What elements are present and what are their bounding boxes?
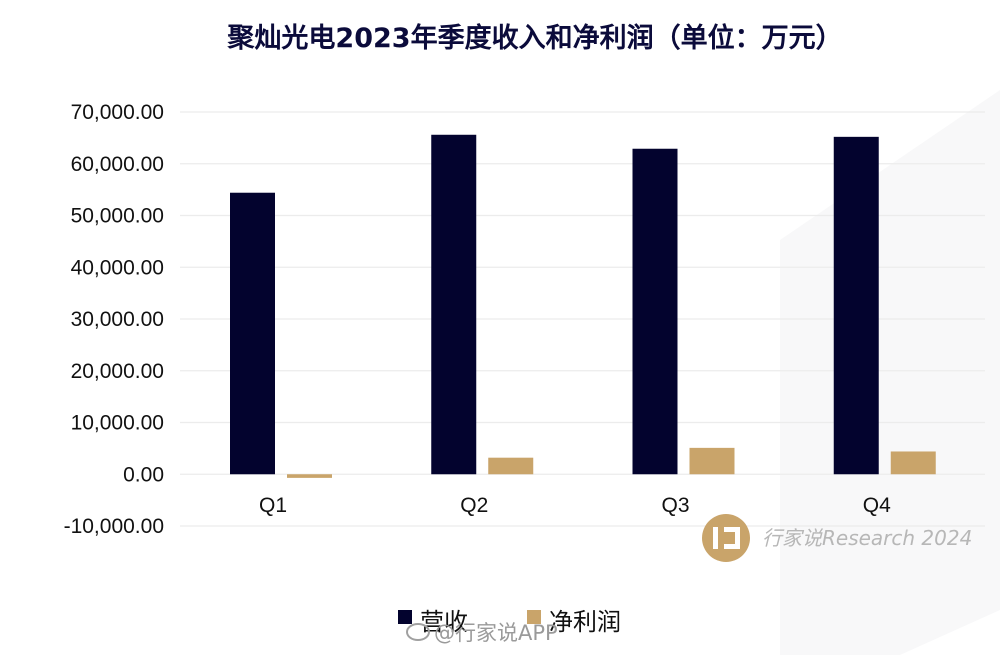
bar-net-profit-q3 [689, 447, 735, 475]
x-tick-label: Q3 [661, 494, 689, 517]
weibo-icon [406, 623, 430, 641]
x-tick-label: Q1 [259, 494, 287, 517]
y-tick-label: 30,000.00 [71, 308, 164, 331]
y-tick-label: 50,000.00 [71, 205, 164, 228]
y-tick-label: 60,000.00 [71, 153, 164, 176]
y-tick-label: 10,000.00 [71, 412, 164, 435]
bar-revenue-q4 [833, 136, 879, 475]
legend: 营收 净利润 [398, 608, 621, 636]
chart-title: 聚灿光电2023年季度收入和净利润（单位：万元） [226, 22, 842, 54]
bars [230, 134, 936, 478]
weibo-watermark: @行家说APP [406, 621, 558, 645]
ixiang-logo-mark-left [713, 527, 718, 549]
bar-revenue-q1 [230, 192, 275, 475]
legend-label-net-profit: 净利润 [549, 608, 621, 636]
x-tick-label: Q4 [863, 494, 891, 517]
bar-net-profit-q4 [890, 451, 936, 475]
y-tick-label: 40,000.00 [71, 256, 164, 279]
brand-watermark-text: 行家说Research 2024 [762, 526, 972, 550]
brand-watermark: 行家说Research 2024 [702, 514, 972, 562]
x-tick-label: Q2 [460, 494, 488, 517]
x-axis: Q1 Q2 Q3 Q4 [259, 494, 891, 517]
y-tick-label: 20,000.00 [71, 360, 164, 383]
legend-swatch-net-profit [527, 610, 541, 624]
background-decoration [780, 90, 1000, 655]
weibo-watermark-text: @行家说APP [434, 621, 558, 645]
bar-net-profit-q1 [287, 474, 332, 478]
y-tick-label: 70,000.00 [71, 101, 164, 124]
bar-revenue-q2 [431, 134, 477, 475]
bar-net-profit-q2 [488, 457, 534, 475]
y-axis: -10,000.00 0.00 10,000.00 20,000.00 30,000.0… [64, 101, 164, 538]
bar-revenue-q3 [632, 148, 678, 475]
y-tick-label: -10,000.00 [64, 515, 164, 538]
legend-swatch-revenue [398, 610, 412, 624]
ixiang-logo-icon [702, 514, 750, 562]
y-tick-label: 0.00 [123, 463, 164, 486]
ixiang-logo-mark-right [724, 527, 740, 549]
